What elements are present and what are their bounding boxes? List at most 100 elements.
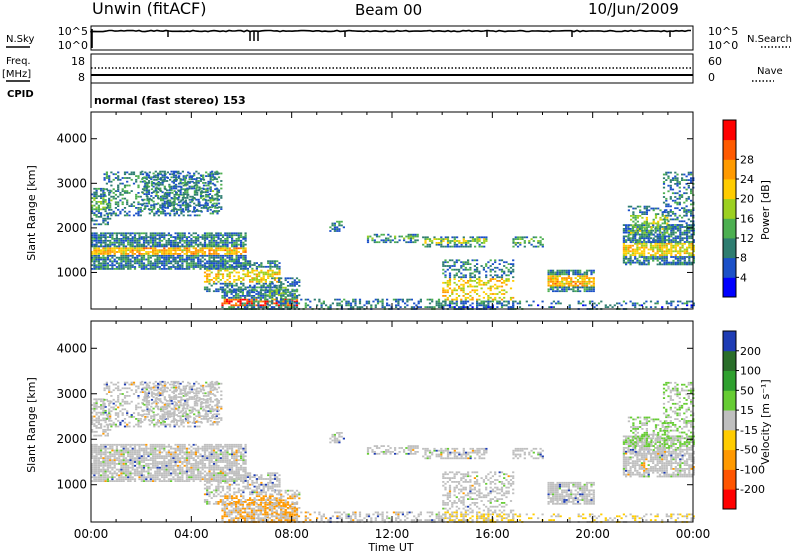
colorbar-swatch	[723, 350, 736, 371]
velocity-echo-region	[366, 445, 419, 455]
x-tick-label: 08:00	[274, 527, 309, 541]
nave-label: Nave	[757, 66, 783, 77]
velocity-echo-region	[91, 443, 247, 482]
y-tick-label: 3000	[56, 176, 87, 190]
power-echo-region	[203, 260, 281, 293]
tick-labels-layer: 00:00 04:00 08:00 12:00 16:00 20:00 00:00 1000 1…	[56, 132, 710, 541]
noise-right-bottom-tick: 10^0	[708, 39, 738, 52]
colorbar-tick-label: -200	[740, 483, 765, 496]
y-tick-label: 1000	[56, 478, 87, 492]
velocity-echo-region	[103, 381, 219, 428]
colorbar-swatch	[723, 198, 736, 219]
y-tick-label: 1000	[56, 265, 87, 279]
velocity-echo-region	[547, 481, 595, 505]
beam-title: Beam 00	[355, 1, 422, 19]
power-echo-region	[622, 224, 695, 266]
colorbar-tick-label: 4	[740, 271, 747, 284]
colorbar-swatch	[723, 469, 736, 490]
nsky-label: N.Sky	[6, 34, 34, 45]
power-echo-region	[91, 232, 247, 270]
velocity-colorbar-label: Velocity [m s⁻¹]	[759, 379, 772, 464]
colorbar-swatch	[723, 218, 736, 239]
x-tick-label: 20:00	[575, 527, 610, 541]
colorbar-swatch	[723, 390, 736, 411]
power-echo-region	[442, 259, 515, 310]
x-axis-title: Time UT	[367, 541, 413, 554]
colorbar-swatch	[723, 277, 736, 298]
velocity-echo-region	[141, 380, 223, 423]
noise-sky-trace	[90, 29, 691, 33]
cpid-text: normal (fast stereo) 153	[94, 94, 246, 107]
colorbar-tick-label: 24	[740, 173, 754, 186]
velocity-echo-region	[512, 447, 544, 460]
x-tick-label: 00:00	[74, 527, 109, 541]
nsearch-label: N.Search	[747, 34, 792, 45]
x-tick-label: 16:00	[475, 527, 510, 541]
power-data-layer	[91, 170, 695, 310]
x-tick-label: 12:00	[375, 527, 410, 541]
power-colorbar-label: Power [dB]	[759, 180, 772, 240]
colorbar-swatch	[723, 449, 736, 470]
freq-left-top-tick: 18	[71, 55, 85, 68]
frames-layer	[90, 25, 694, 523]
colorbar-swatch	[723, 159, 736, 180]
cpid-label: CPID	[7, 89, 34, 100]
nave-right-top-tick: 60	[708, 55, 722, 68]
colorbar-swatch	[723, 410, 736, 431]
noise-left-top-tick: 10^5	[58, 25, 88, 38]
freq-left-bottom-tick: 8	[78, 71, 85, 84]
velocity-colorbar: -200 -100 -50 -15 15 50 100 200	[722, 330, 765, 510]
colorbar-tick-label: 100	[740, 365, 761, 378]
colorbar-swatch	[723, 331, 736, 352]
frequency-strip-frame	[90, 53, 694, 84]
velocity-echo-region	[329, 432, 345, 444]
colorbar-tick-label: 20	[740, 193, 754, 206]
colorbar-tick-label: 12	[740, 232, 754, 245]
y-tick-label: 2000	[56, 432, 87, 446]
power-echo-region	[366, 233, 419, 244]
velocity-echo-region	[241, 511, 443, 523]
noise-strip-frame	[90, 25, 694, 51]
y-tick-label: 2000	[56, 221, 87, 235]
power-colorbar: 4 8 12 16 20 24 28	[722, 119, 754, 298]
power-echo-region	[141, 170, 223, 212]
power-echo-region	[662, 171, 695, 230]
power-echo-region	[91, 187, 112, 226]
freq-label: Freq.	[6, 56, 31, 67]
y-tick-label: 4000	[56, 341, 87, 355]
colorbar-swatch	[723, 238, 736, 259]
velocity-echo-region	[422, 447, 488, 460]
y-tick-label: 4000	[56, 132, 87, 146]
colorbar-tick-label: 16	[740, 212, 754, 225]
power-echo-region	[512, 236, 544, 248]
colorbar-tick-label: -15	[740, 424, 758, 437]
power-echo-region	[547, 269, 595, 293]
colorbar-tick-label: 28	[740, 153, 754, 166]
colorbars-layer: 4 8 12 16 20 24 28 -200 -100 -50 -15 15 50 100 200	[722, 119, 765, 510]
colorbar-tick-label: 15	[740, 404, 754, 417]
power-echo-region	[241, 298, 443, 310]
station-title: Unwin (fitACF)	[92, 0, 206, 18]
velocity-echo-region	[622, 435, 695, 478]
power-echo-region	[329, 220, 345, 232]
colorbar-tick-label: 200	[740, 345, 761, 358]
colorbar-swatch	[723, 179, 736, 200]
colorbar-frame	[722, 119, 737, 298]
velocity-data-layer	[91, 380, 695, 523]
colorbar-swatch	[723, 120, 736, 141]
colorbar-frame	[722, 330, 737, 510]
nave-right-bottom-tick: 0	[708, 71, 715, 84]
mhz-label: [MHz]	[2, 69, 31, 80]
date-title: 10/Jun/2009	[588, 0, 679, 18]
noise-left-bottom-tick: 10^0	[58, 39, 88, 52]
x-tick-label: 04:00	[174, 527, 209, 541]
velocity-echo-region	[662, 381, 695, 441]
colorbar-tick-label: -100	[740, 463, 765, 476]
colorbar-swatch	[723, 429, 736, 451]
colorbar-swatch	[723, 257, 736, 278]
colorbar-swatch	[723, 370, 736, 391]
colorbar-swatch	[723, 139, 736, 160]
power-ylabel: Slant Range [km]	[25, 165, 38, 261]
strip-data-layer	[90, 29, 693, 76]
